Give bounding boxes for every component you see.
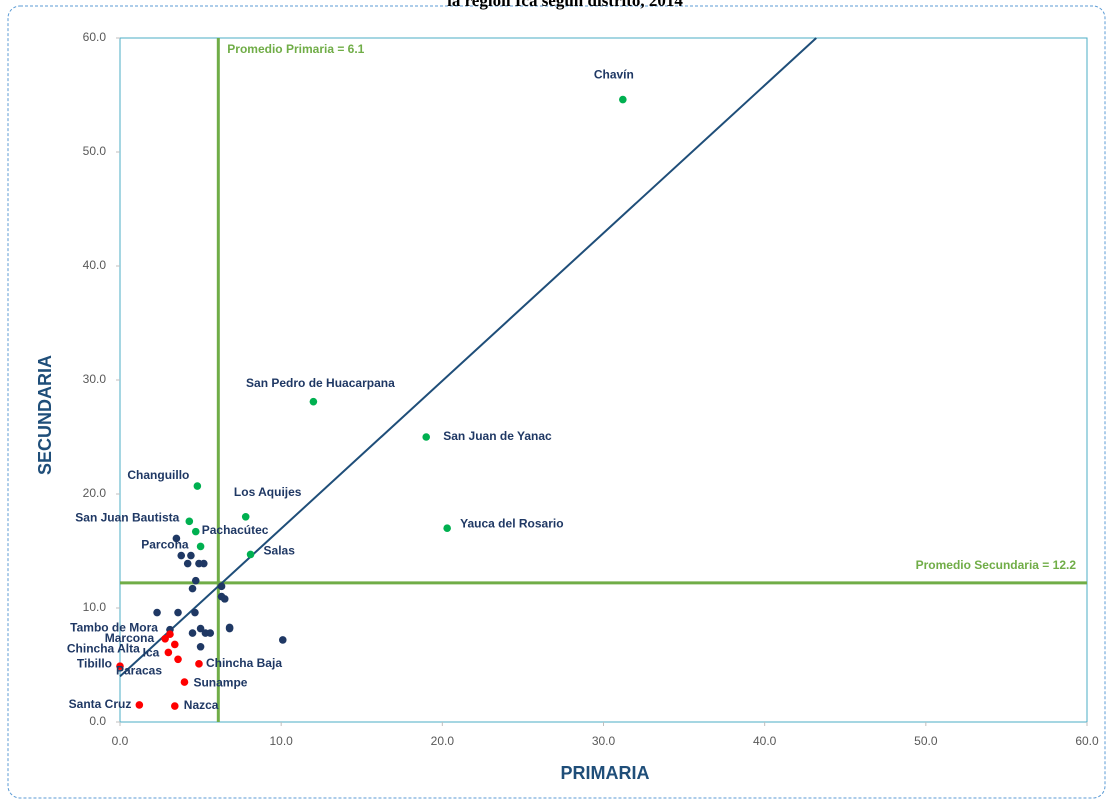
point xyxy=(200,559,208,568)
x-tick-label: 0.0 xyxy=(112,734,129,748)
point xyxy=(225,624,234,633)
point xyxy=(174,608,182,617)
point-label: Chincha Baja xyxy=(206,656,282,670)
reference-label: Promedio Primaria = 6.1 xyxy=(227,42,364,56)
point-label: Yauca del Rosario xyxy=(460,516,563,530)
x-tick-label: 40.0 xyxy=(753,734,777,748)
point xyxy=(196,642,205,651)
point-label: Santa Cruz xyxy=(69,697,132,711)
point xyxy=(164,648,173,657)
x-tick-label: 50.0 xyxy=(914,734,938,748)
point xyxy=(193,482,202,490)
point-label: Paracas xyxy=(116,663,162,677)
point xyxy=(422,433,431,441)
point-label: Sunampe xyxy=(193,675,247,689)
point xyxy=(166,630,174,639)
x-tick-label: 10.0 xyxy=(269,734,293,748)
point-label: Tibillo xyxy=(77,656,112,670)
point-label: Changuillo xyxy=(127,468,189,482)
point xyxy=(170,640,179,649)
point xyxy=(188,629,197,637)
point xyxy=(185,517,194,526)
point xyxy=(443,524,451,532)
point-label: Salas xyxy=(264,544,296,558)
point xyxy=(191,608,199,617)
point xyxy=(191,527,200,536)
x-axis-label: PRIMARIA xyxy=(561,763,650,783)
x-tick-label: 60.0 xyxy=(1075,734,1099,748)
point-label: Marcona xyxy=(105,631,155,645)
point xyxy=(246,550,255,559)
point xyxy=(188,584,197,593)
y-axis-label: SECUNDARIA xyxy=(35,355,55,475)
point xyxy=(161,634,169,643)
y-tick-label: 0.0 xyxy=(89,714,106,728)
point xyxy=(309,397,318,406)
point xyxy=(135,701,144,709)
y-tick-label: 50.0 xyxy=(83,144,107,158)
chart-title: la región Ica según distrito, 2014 xyxy=(447,0,683,10)
point xyxy=(196,624,205,633)
y-tick-label: 20.0 xyxy=(83,486,107,500)
point-label: San Pedro de Huacarpana xyxy=(246,376,395,390)
point xyxy=(241,513,250,521)
point xyxy=(172,534,181,543)
point xyxy=(191,576,200,585)
point xyxy=(116,662,124,670)
reference-label: Promedio Secundaria = 12.2 xyxy=(916,558,1077,572)
point xyxy=(174,655,182,664)
point xyxy=(187,551,195,560)
point xyxy=(619,95,627,104)
y-tick-label: 60.0 xyxy=(83,30,107,44)
point-label: San Juan de Yanac xyxy=(443,429,552,443)
point xyxy=(220,595,229,603)
point-label: San Juan Bautista xyxy=(75,511,179,525)
point xyxy=(177,551,186,560)
trendline xyxy=(119,37,817,678)
x-tick-label: 30.0 xyxy=(592,734,616,748)
point xyxy=(153,608,161,617)
point xyxy=(206,629,215,637)
y-tick-label: 30.0 xyxy=(83,372,107,386)
point-label: Los Aquijes xyxy=(234,485,302,499)
point xyxy=(183,559,192,568)
point-label: Nazca xyxy=(184,698,219,712)
y-tick-label: 40.0 xyxy=(83,258,107,272)
point xyxy=(195,660,203,668)
point xyxy=(196,542,205,551)
y-tick-label: 10.0 xyxy=(83,600,107,614)
point-label: Ica xyxy=(143,646,160,660)
point-label: Chincha Alta xyxy=(67,642,140,656)
x-tick-label: 20.0 xyxy=(431,734,455,748)
point-label: Chavín xyxy=(594,68,634,82)
point xyxy=(217,582,226,591)
point xyxy=(170,702,179,710)
point-label: Pachacútec xyxy=(202,523,269,537)
point xyxy=(180,678,189,686)
point-label: Parcona xyxy=(141,538,189,552)
point-label: Tambo de Mora xyxy=(70,620,158,634)
point xyxy=(278,636,287,644)
chart-border xyxy=(7,5,1106,799)
